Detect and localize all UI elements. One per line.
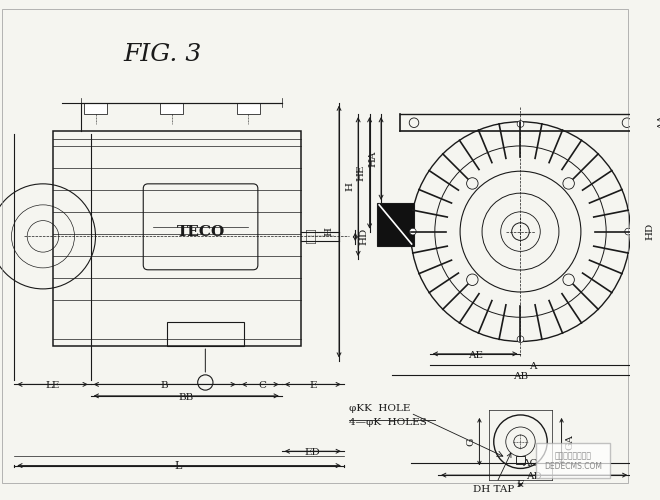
Text: AD: AD	[526, 472, 542, 481]
Text: LE: LE	[46, 381, 59, 390]
Bar	[84, 102, 107, 114]
Bar	[237, 102, 260, 114]
Bar	[515, 456, 525, 464]
Text: AA: AA	[658, 115, 660, 130]
Text: AC: AC	[522, 460, 538, 468]
Bar	[167, 322, 244, 346]
Text: HA: HA	[368, 150, 378, 167]
Text: AB: AB	[513, 372, 528, 380]
Circle shape	[625, 228, 632, 235]
Bar	[53, 132, 301, 346]
Text: TECO: TECO	[176, 224, 224, 238]
Text: φKK  HOLE: φKK HOLE	[348, 404, 410, 413]
Text: H: H	[345, 182, 354, 191]
Text: 织梦内容管理系统
DEDECMS.COM: 织梦内容管理系统 DEDECMS.COM	[544, 451, 602, 470]
Text: C: C	[258, 381, 266, 390]
Circle shape	[517, 120, 524, 128]
Text: HD: HD	[359, 228, 368, 245]
Bar	[378, 203, 414, 246]
Text: HE: HE	[357, 164, 366, 181]
Circle shape	[409, 228, 416, 235]
Circle shape	[517, 336, 524, 342]
Text: E: E	[309, 381, 317, 390]
Text: A: A	[529, 362, 536, 371]
Text: HD: HD	[645, 223, 655, 240]
Text: G: G	[467, 438, 476, 446]
Text: BB: BB	[179, 392, 194, 402]
Text: ED: ED	[305, 448, 321, 457]
Text: H: H	[324, 227, 333, 236]
Text: GA: GA	[566, 434, 574, 450]
Bar	[160, 102, 183, 114]
Text: DH TAP: DH TAP	[473, 453, 514, 494]
Text: B: B	[161, 381, 168, 390]
Text: FIG. 3: FIG. 3	[123, 44, 201, 66]
Text: AE: AE	[468, 350, 482, 360]
Text: F: F	[517, 480, 524, 490]
Text: L: L	[175, 462, 182, 471]
Text: 4—φK  HOLES: 4—φK HOLES	[348, 418, 426, 427]
